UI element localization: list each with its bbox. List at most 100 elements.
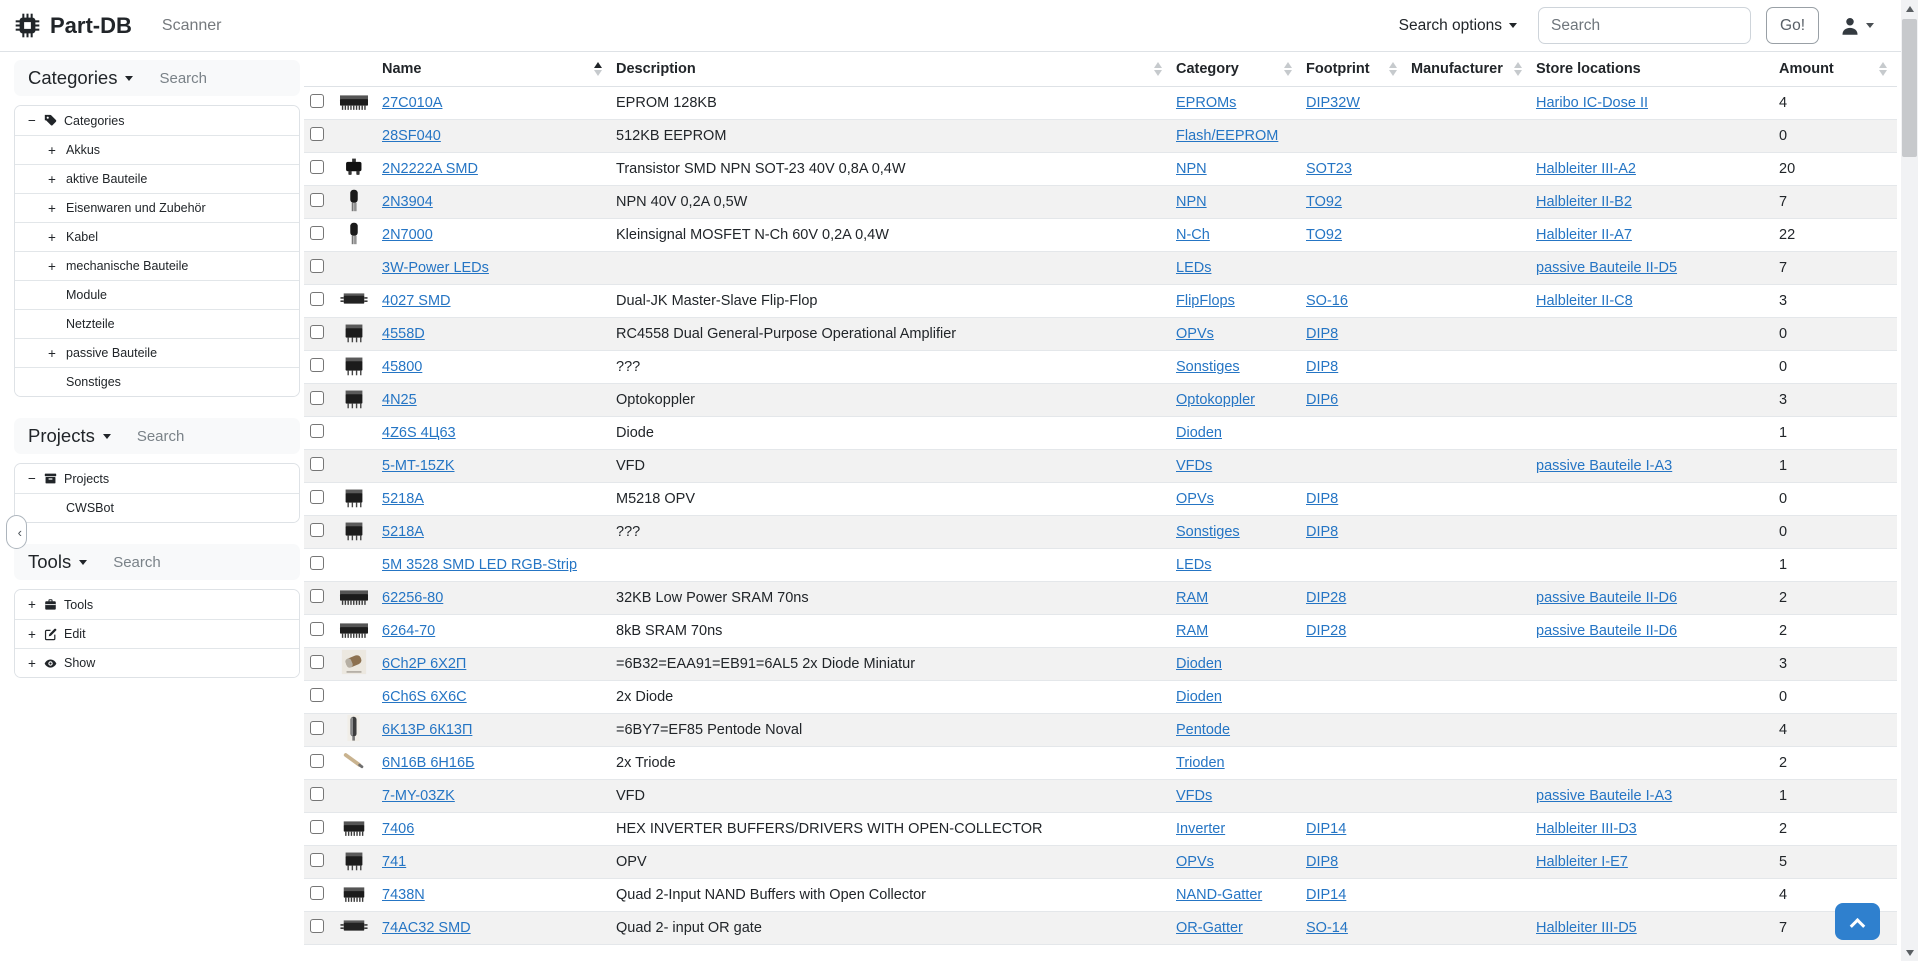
tree-expander[interactable]: +	[28, 597, 36, 612]
tree-expander[interactable]: −	[28, 113, 36, 128]
nav-item-scanner[interactable]: Scanner	[161, 16, 222, 34]
column-header-amount[interactable]: Amount	[1772, 52, 1897, 87]
row-checkbox[interactable]	[310, 160, 324, 174]
sidebar-item-passive-bauteile[interactable]: + passive Bauteile	[15, 338, 299, 367]
part-name-link[interactable]: 4558D	[382, 326, 425, 342]
column-header-name[interactable]: Name	[378, 52, 612, 87]
part-name-link[interactable]: 6Ch2P 6Х2П	[382, 656, 467, 672]
category-link[interactable]: FlipFlops	[1176, 293, 1235, 309]
part-name-link[interactable]: 5-MT-15ZK	[382, 458, 455, 474]
row-checkbox[interactable]	[310, 490, 324, 504]
part-name-link[interactable]: 45800	[382, 359, 423, 375]
part-name-link[interactable]: 6K13P 6К13П	[382, 722, 473, 738]
row-checkbox[interactable]	[310, 523, 324, 537]
category-link[interactable]: Dioden	[1176, 656, 1222, 672]
row-checkbox[interactable]	[310, 919, 324, 933]
column-header-category[interactable]: Category	[1172, 52, 1302, 87]
row-checkbox[interactable]	[310, 457, 324, 471]
sidebar-item-netzteile[interactable]: Netzteile	[15, 309, 299, 338]
ic-dip-med-thumbnail[interactable]	[338, 879, 370, 907]
tree-expander[interactable]: +	[48, 200, 56, 216]
row-checkbox[interactable]	[310, 853, 324, 867]
tree-expander[interactable]: +	[48, 171, 56, 187]
scrollbar-thumb[interactable]	[1902, 19, 1917, 157]
section-dropdown-tools[interactable]: Tools	[28, 551, 88, 573]
scrollbar-up-arrow[interactable]	[1901, 0, 1918, 17]
part-name-link[interactable]: 2N3904	[382, 194, 433, 210]
part-name-link[interactable]: 2N7000	[382, 227, 433, 243]
category-link[interactable]: NAND-Gatter	[1176, 887, 1263, 903]
footprint-link[interactable]: TO92	[1306, 227, 1343, 243]
row-checkbox[interactable]	[310, 193, 324, 207]
sidebar-item-projects[interactable]: − Projects	[15, 464, 299, 493]
category-link[interactable]: VFDs	[1176, 458, 1213, 474]
footprint-link[interactable]: TO92	[1306, 194, 1343, 210]
column-header-store-locations[interactable]: Store locations	[1532, 52, 1772, 87]
tube-diagonal-thumbnail[interactable]	[338, 747, 370, 775]
page-scrollbar[interactable]	[1901, 0, 1918, 961]
category-link[interactable]: OR-Gatter	[1176, 920, 1243, 936]
tree-expander[interactable]: +	[48, 142, 56, 158]
category-link[interactable]: OPVs	[1176, 854, 1214, 870]
part-name-link[interactable]: 74AC32 SMD	[382, 920, 471, 936]
category-link[interactable]: Trioden	[1176, 755, 1225, 771]
row-checkbox[interactable]	[310, 226, 324, 240]
sidebar-item-show[interactable]: + Show	[15, 648, 299, 677]
row-checkbox[interactable]	[310, 655, 324, 669]
category-link[interactable]: OPVs	[1176, 326, 1214, 342]
sidebar-item-eisenwaren-und-zubeh-r[interactable]: + Eisenwaren und Zubehör	[15, 193, 299, 222]
row-checkbox[interactable]	[310, 325, 324, 339]
row-checkbox[interactable]	[310, 94, 324, 108]
row-checkbox[interactable]	[310, 391, 324, 405]
category-link[interactable]: Optokoppler	[1176, 392, 1255, 408]
part-name-link[interactable]: 28SF040	[382, 128, 441, 144]
part-name-link[interactable]: 6264-70	[382, 623, 436, 639]
footprint-link[interactable]: DIP28	[1306, 590, 1347, 606]
footprint-link[interactable]: DIP8	[1306, 524, 1339, 540]
ic-dip-long-thumbnail[interactable]	[338, 87, 370, 115]
category-link[interactable]: OPVs	[1176, 491, 1214, 507]
row-checkbox[interactable]	[310, 292, 324, 306]
store-location-link[interactable]: Halbleiter II-A7	[1536, 227, 1632, 243]
row-checkbox[interactable]	[310, 556, 324, 570]
ic-dip-thumbnail[interactable]	[338, 318, 370, 346]
footprint-link[interactable]: DIP6	[1306, 392, 1339, 408]
part-name-link[interactable]: 5218A	[382, 491, 424, 507]
ic-so-thumbnail[interactable]	[338, 912, 370, 940]
section-search-input[interactable]	[111, 552, 222, 572]
ic-dip-long-thumbnail[interactable]	[338, 615, 370, 643]
search-options-dropdown[interactable]: Search options	[1393, 16, 1523, 36]
footprint-link[interactable]: DIP14	[1306, 821, 1347, 837]
row-checkbox[interactable]	[310, 721, 324, 735]
tree-expander[interactable]: +	[28, 626, 36, 642]
sidebar-collapse-button[interactable]: ‹	[6, 515, 27, 549]
footprint-link[interactable]: SOT23	[1306, 161, 1352, 177]
row-checkbox[interactable]	[310, 754, 324, 768]
row-checkbox[interactable]	[310, 688, 324, 702]
ic-dip-thumbnail[interactable]	[338, 846, 370, 874]
footprint-link[interactable]: DIP8	[1306, 326, 1339, 342]
category-link[interactable]: LEDs	[1176, 557, 1212, 573]
store-location-link[interactable]: passive Bauteile II-D6	[1536, 590, 1678, 606]
sidebar-item-categories[interactable]: − Categories	[15, 106, 299, 135]
category-link[interactable]: RAM	[1176, 590, 1209, 606]
scrollbar-down-arrow[interactable]	[1901, 944, 1918, 961]
footprint-link[interactable]: DIP14	[1306, 887, 1347, 903]
row-checkbox[interactable]	[310, 127, 324, 141]
part-name-link[interactable]: 3W-Power LEDs	[382, 260, 489, 276]
category-link[interactable]: RAM	[1176, 623, 1209, 639]
sidebar-item-sonstiges[interactable]: Sonstiges	[15, 367, 299, 396]
footprint-link[interactable]: SO-16	[1306, 293, 1348, 309]
sidebar-item-module[interactable]: Module	[15, 280, 299, 309]
part-name-link[interactable]: 5218A	[382, 524, 424, 540]
column-header-footprint[interactable]: Footprint	[1302, 52, 1407, 87]
store-location-link[interactable]: Haribo IC-Dose II	[1536, 95, 1649, 111]
store-location-link[interactable]: Halbleiter II-B2	[1536, 194, 1632, 210]
tube-vertical-thumbnail[interactable]	[338, 714, 370, 742]
sot23-thumbnail[interactable]	[338, 153, 370, 181]
sort-icon[interactable]	[1389, 62, 1397, 76]
ic-dip-med-thumbnail[interactable]	[338, 813, 370, 841]
to92-thumbnail[interactable]	[338, 186, 370, 214]
ic-dip-thumbnail[interactable]	[338, 384, 370, 412]
sidebar-item-edit[interactable]: + Edit	[15, 619, 299, 648]
